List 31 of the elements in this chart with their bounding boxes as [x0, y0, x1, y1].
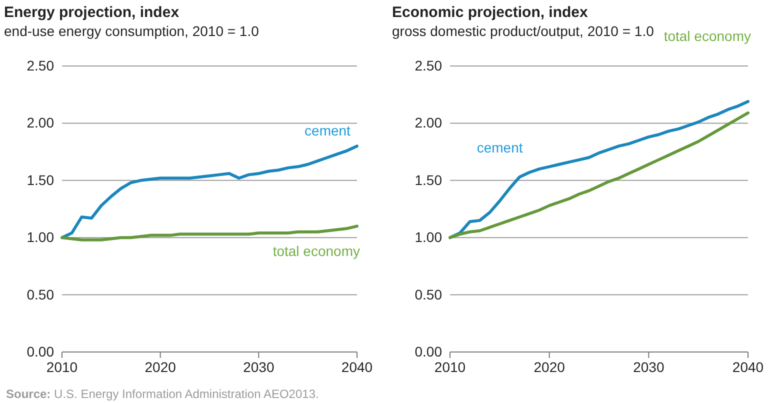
- x-tick-label: 2040: [732, 358, 764, 375]
- x-tick-label: 2020: [534, 358, 566, 375]
- x-tick-label: 2030: [633, 358, 664, 375]
- y-tick-label: 1.50: [414, 172, 442, 188]
- series-label: cement: [304, 122, 351, 139]
- x-tick-label: 2020: [144, 358, 176, 375]
- text: total economy: [664, 28, 751, 44]
- x-tick-label: 2040: [341, 358, 373, 375]
- chart-title: Economic projection, index: [392, 4, 589, 21]
- y-tick-label: 1.00: [414, 229, 442, 246]
- chart-title: Energy projection, index: [4, 4, 180, 21]
- y-tick-label: 2.00: [414, 114, 442, 131]
- y-tick-label: 2.50: [26, 57, 54, 74]
- y-tick-label: 2.00: [26, 114, 54, 131]
- y-tick-label: 0.50: [26, 286, 54, 302]
- y-tick-label: 1.00: [26, 229, 54, 246]
- y-tick-label: 0.50: [414, 286, 442, 302]
- y-tick-label: 0.00: [26, 343, 54, 360]
- x-tick-label: 2010: [434, 358, 466, 375]
- y-tick-label: 1.50: [26, 172, 54, 188]
- y-tick-label: 2.50: [414, 57, 442, 74]
- line-series: [60, 144, 358, 240]
- series-label: cement: [476, 139, 523, 156]
- chart-subtitle: end-use energy consumption, 2010 = 1.0: [4, 23, 260, 39]
- x-tick-label: 2030: [243, 358, 274, 375]
- chart-subtitle: gross domestic product/output, 2010 = 1.0: [392, 23, 654, 39]
- series-label: total economy: [272, 243, 360, 260]
- source-note: Source: U.S. Energy Information Administration AEO2013.: [6, 387, 319, 401]
- line-series: [60, 224, 358, 242]
- y-tick-label: 0.00: [414, 343, 442, 360]
- x-tick-label: 2010: [46, 358, 78, 375]
